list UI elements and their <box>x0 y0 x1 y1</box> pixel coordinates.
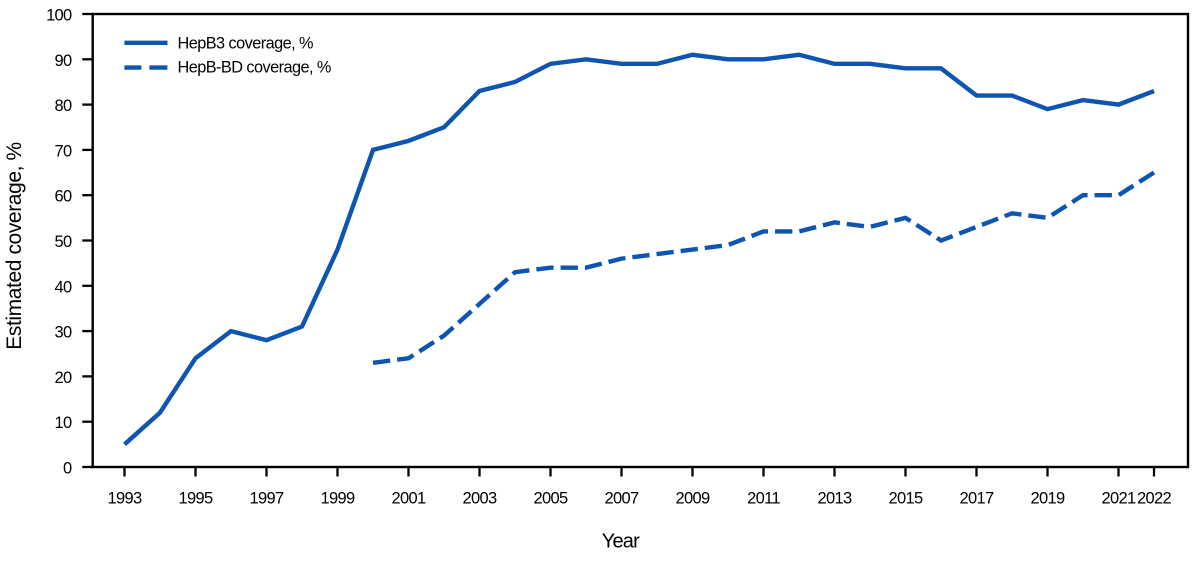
svg-text:2021: 2021 <box>1102 490 1136 508</box>
svg-text:80: 80 <box>55 97 72 115</box>
svg-text:2009: 2009 <box>676 490 710 508</box>
svg-text:1999: 1999 <box>321 490 355 508</box>
svg-text:60: 60 <box>55 188 72 206</box>
svg-text:2005: 2005 <box>534 490 568 508</box>
svg-text:90: 90 <box>55 52 72 70</box>
svg-text:2013: 2013 <box>818 490 852 508</box>
svg-text:1995: 1995 <box>179 490 213 508</box>
svg-text:30: 30 <box>55 324 72 342</box>
svg-text:1997: 1997 <box>250 490 284 508</box>
svg-text:50: 50 <box>55 233 72 251</box>
svg-text:2022: 2022 <box>1137 490 1171 508</box>
svg-text:2015: 2015 <box>889 490 923 508</box>
svg-text:HepB-BD coverage, %: HepB-BD coverage, % <box>178 58 331 76</box>
svg-text:2003: 2003 <box>463 490 497 508</box>
svg-text:2017: 2017 <box>960 490 994 508</box>
svg-text:0: 0 <box>63 460 72 478</box>
svg-text:70: 70 <box>55 142 72 160</box>
svg-text:2001: 2001 <box>392 490 426 508</box>
svg-text:40: 40 <box>55 278 72 296</box>
svg-text:2019: 2019 <box>1031 490 1065 508</box>
svg-text:20: 20 <box>55 369 72 387</box>
svg-text:Estimated coverage, %: Estimated coverage, % <box>3 142 26 350</box>
svg-text:2007: 2007 <box>605 490 639 508</box>
svg-text:100: 100 <box>46 7 72 25</box>
svg-text:1993: 1993 <box>108 490 142 508</box>
svg-text:10: 10 <box>55 414 72 432</box>
svg-text:HepB3 coverage, %: HepB3 coverage, % <box>178 34 314 52</box>
svg-text:Year: Year <box>602 530 640 552</box>
svg-text:2011: 2011 <box>747 490 780 508</box>
